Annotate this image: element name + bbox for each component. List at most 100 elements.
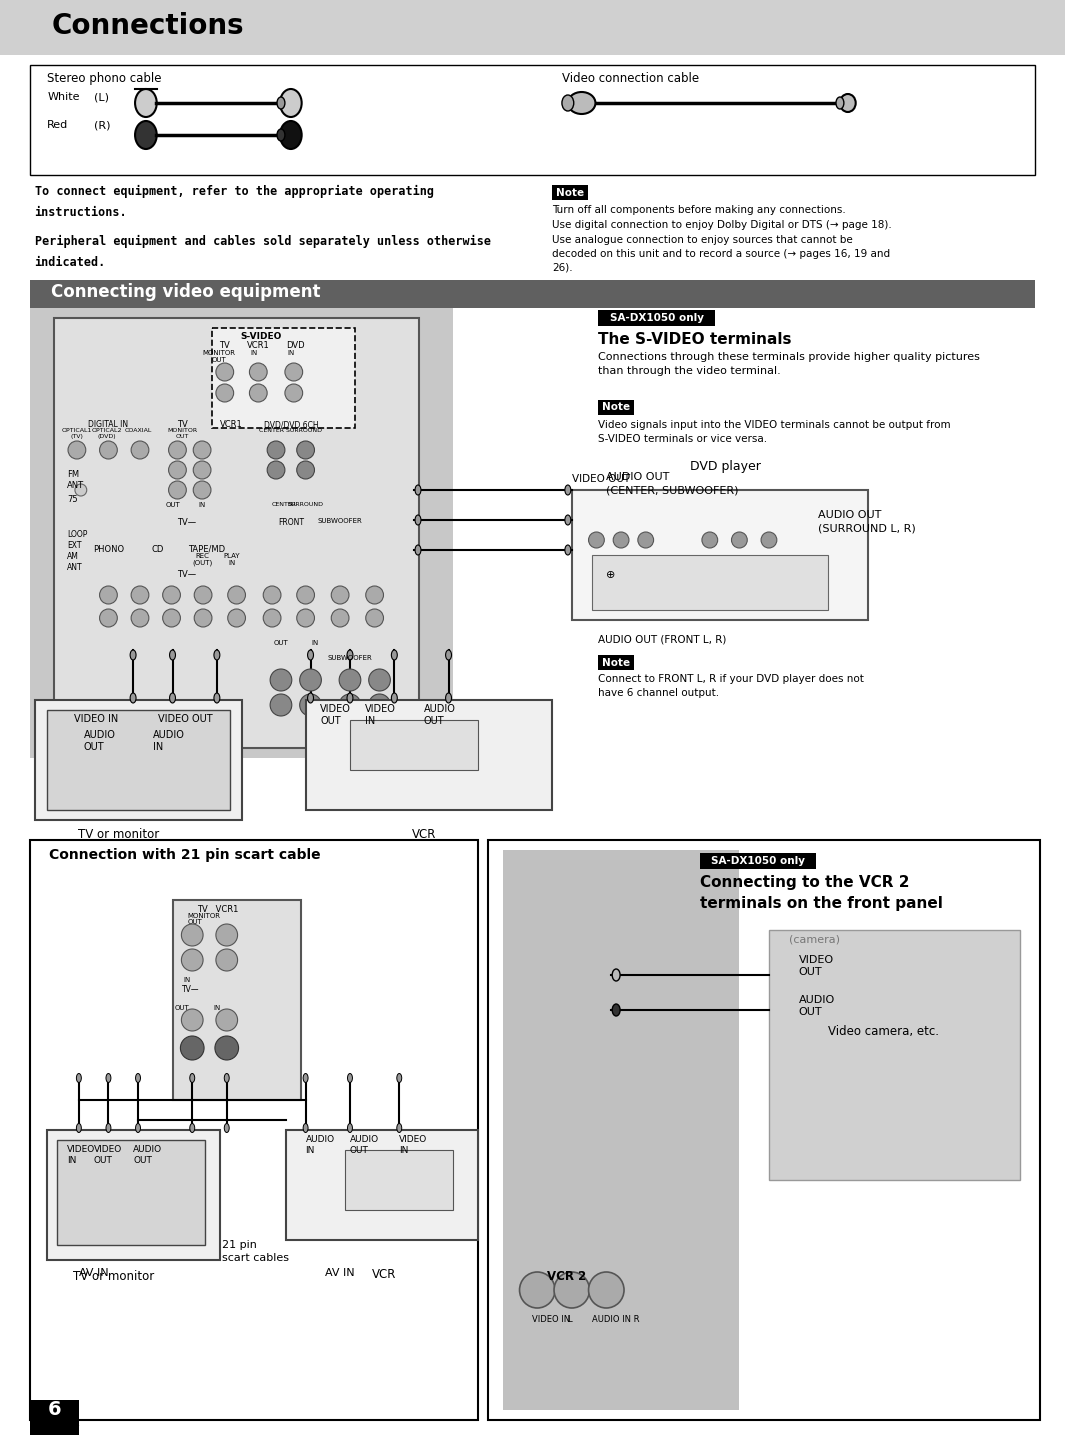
Circle shape: [193, 440, 211, 459]
Bar: [592, 555, 828, 610]
Ellipse shape: [276, 96, 285, 109]
Ellipse shape: [612, 968, 620, 981]
Circle shape: [194, 586, 212, 604]
Ellipse shape: [170, 650, 175, 661]
Text: LOOP
EXT
AM
ANT: LOOP EXT AM ANT: [67, 530, 87, 573]
Bar: [306, 699, 552, 810]
Text: IN: IN: [213, 1004, 220, 1012]
Text: VIDEO
OUT: VIDEO OUT: [798, 955, 834, 977]
Text: Note: Note: [602, 658, 631, 668]
Text: Red: Red: [48, 119, 68, 130]
Circle shape: [299, 669, 322, 691]
Text: VCR: VCR: [373, 1268, 396, 1281]
Text: AUDIO
OUT: AUDIO OUT: [350, 1135, 379, 1156]
Bar: [571, 491, 867, 620]
Circle shape: [193, 481, 211, 499]
Text: VIDEO
IN: VIDEO IN: [400, 1135, 428, 1156]
Text: Note: Note: [602, 403, 631, 413]
Text: PHONO: PHONO: [93, 545, 124, 554]
Text: SURROUND: SURROUND: [287, 502, 324, 507]
Text: The S-VIDEO terminals: The S-VIDEO terminals: [598, 332, 792, 347]
Circle shape: [366, 586, 383, 604]
Ellipse shape: [303, 1073, 308, 1082]
Circle shape: [216, 924, 238, 945]
Circle shape: [270, 669, 292, 691]
Circle shape: [366, 609, 383, 627]
Text: AUDIO
OUT: AUDIO OUT: [424, 704, 456, 727]
Bar: [173, 899, 300, 1099]
Text: TAPE/MD: TAPE/MD: [189, 545, 226, 554]
Circle shape: [249, 384, 267, 401]
Text: Connection with 21 pin scart cable: Connection with 21 pin scart cable: [50, 848, 321, 862]
Circle shape: [339, 694, 361, 717]
Text: SUBWOOFER: SUBWOOFER: [327, 655, 373, 661]
Ellipse shape: [836, 96, 843, 109]
Circle shape: [731, 532, 747, 548]
Text: VIDEO
OUT: VIDEO OUT: [321, 704, 351, 727]
Ellipse shape: [565, 545, 571, 555]
Text: FM
ANT: FM ANT: [67, 471, 84, 491]
Circle shape: [75, 484, 86, 496]
Ellipse shape: [415, 515, 421, 525]
Text: MONITOR: MONITOR: [167, 427, 198, 433]
Text: RQT5802: RQT5802: [35, 1417, 80, 1427]
Circle shape: [68, 440, 85, 459]
Text: White: White: [48, 92, 80, 102]
Ellipse shape: [303, 1124, 308, 1132]
Text: TV—: TV—: [177, 518, 197, 527]
Bar: [48, 709, 230, 810]
Text: 21 pin
scart cables: 21 pin scart cables: [221, 1240, 288, 1263]
Ellipse shape: [130, 650, 136, 661]
Bar: [503, 850, 740, 1410]
Circle shape: [267, 460, 285, 479]
Circle shape: [285, 363, 302, 381]
Circle shape: [99, 440, 118, 459]
Circle shape: [264, 586, 281, 604]
Ellipse shape: [214, 650, 220, 661]
Text: OUT: OUT: [273, 640, 288, 646]
Text: Video camera, etc.: Video camera, etc.: [828, 1025, 940, 1038]
Text: PLAY
IN: PLAY IN: [224, 553, 240, 566]
Ellipse shape: [565, 485, 571, 495]
Ellipse shape: [276, 130, 285, 141]
Bar: [769, 930, 1021, 1180]
Ellipse shape: [391, 650, 397, 661]
Text: MONITOR: MONITOR: [187, 912, 220, 920]
Text: IN: IN: [184, 977, 191, 983]
Ellipse shape: [190, 1124, 194, 1132]
Text: Use digital connection to enjoy Dolby Digital or DTS (→ page 18).: Use digital connection to enjoy Dolby Di…: [552, 220, 892, 230]
Text: TV—: TV—: [177, 570, 197, 578]
Text: AUDIO OUT (FRONT L, R): AUDIO OUT (FRONT L, R): [598, 635, 727, 645]
Text: IN: IN: [199, 502, 205, 508]
Ellipse shape: [136, 1073, 140, 1082]
Text: (R): (R): [94, 119, 110, 130]
Circle shape: [554, 1272, 590, 1308]
Circle shape: [193, 460, 211, 479]
Circle shape: [368, 694, 390, 717]
Ellipse shape: [106, 1124, 111, 1132]
Text: ⊕: ⊕: [606, 570, 616, 580]
Text: Peripheral equipment and cables sold separately unless otherwise
indicated.: Peripheral equipment and cables sold sep…: [35, 235, 490, 269]
Bar: [350, 720, 478, 770]
Circle shape: [215, 1036, 239, 1061]
Bar: [29, 840, 478, 1420]
Ellipse shape: [136, 1124, 140, 1132]
Text: 75: 75: [67, 495, 78, 504]
Circle shape: [264, 609, 281, 627]
Circle shape: [368, 669, 390, 691]
Ellipse shape: [135, 89, 157, 117]
Text: IN: IN: [312, 640, 319, 646]
Ellipse shape: [280, 121, 301, 150]
Text: AUDIO OUT
(SURROUND L, R): AUDIO OUT (SURROUND L, R): [819, 509, 916, 534]
Circle shape: [297, 586, 314, 604]
Circle shape: [297, 609, 314, 627]
Circle shape: [180, 1036, 204, 1061]
Ellipse shape: [347, 694, 353, 704]
Bar: [29, 1400, 79, 1435]
Bar: [212, 328, 355, 427]
Text: Turn off all components before making any connections.: Turn off all components before making an…: [552, 204, 846, 214]
Text: MONITOR: MONITOR: [202, 350, 235, 355]
Ellipse shape: [347, 650, 353, 661]
Text: COAXIAL: COAXIAL: [124, 427, 151, 433]
Circle shape: [181, 1009, 203, 1030]
